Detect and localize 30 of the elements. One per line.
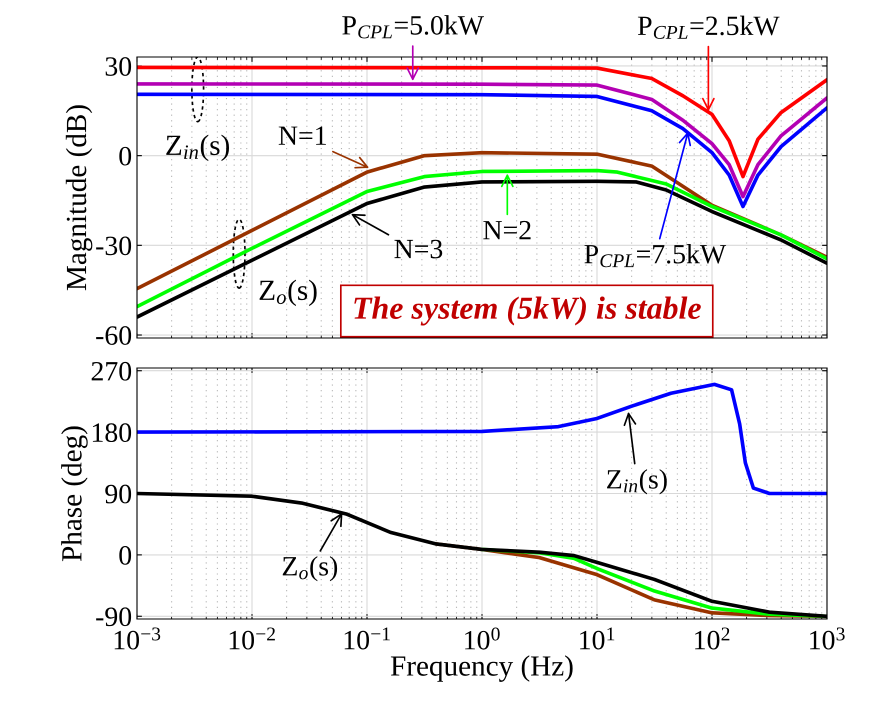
y-axis-title: Phase (deg)	[61, 426, 88, 562]
x-tick-label: 10$^{−3}$	[114, 627, 160, 650]
annotation: Z$_{in}$(s)	[166, 134, 229, 162]
annotation: N=3	[394, 240, 442, 258]
y-tick-label: 30	[106, 57, 132, 76]
annotation: P$_{CPL}$=7.5kW	[584, 244, 726, 268]
x-tick-label: 10$^{3}$	[810, 627, 845, 650]
annotation: P$_{CPL}$=5.0kW	[342, 15, 484, 38]
x-tick-label: 10$^{−2}$	[230, 627, 275, 650]
x-tick-label: 10$^{0}$	[465, 627, 500, 650]
y-tick-label: -60	[96, 326, 132, 345]
y-tick-label: -90	[96, 607, 132, 626]
y-axis-title: Magnitude (dB)	[66, 105, 92, 290]
y-tick-label: 270	[92, 362, 132, 381]
y-tick-label: 0	[119, 546, 132, 565]
annotation: Z$_{in}$(s)	[607, 469, 667, 494]
annotation: P$_{CPL}$=2.5kW	[638, 16, 780, 39]
x-tick-label: 10$^{2}$	[695, 627, 730, 650]
y-tick-label: 90	[105, 484, 132, 504]
annotation: Z$_{o}$(s)	[282, 556, 338, 582]
y-tick-label: 0	[119, 146, 132, 166]
y-tick-label: 180	[92, 423, 132, 442]
x-axis-title: Frequency (Hz)	[390, 655, 573, 682]
annotation: Z$_{o}$(s)	[260, 280, 317, 306]
annotation: The system (5kW) is stable	[354, 296, 701, 326]
x-tick-label: 10$^{−1}$	[344, 627, 390, 650]
x-tick-label: 10$^{1}$	[580, 627, 614, 650]
annotation: N=1	[278, 126, 326, 145]
y-tick-label: -30	[96, 236, 132, 256]
annotation: N=2	[483, 220, 531, 240]
